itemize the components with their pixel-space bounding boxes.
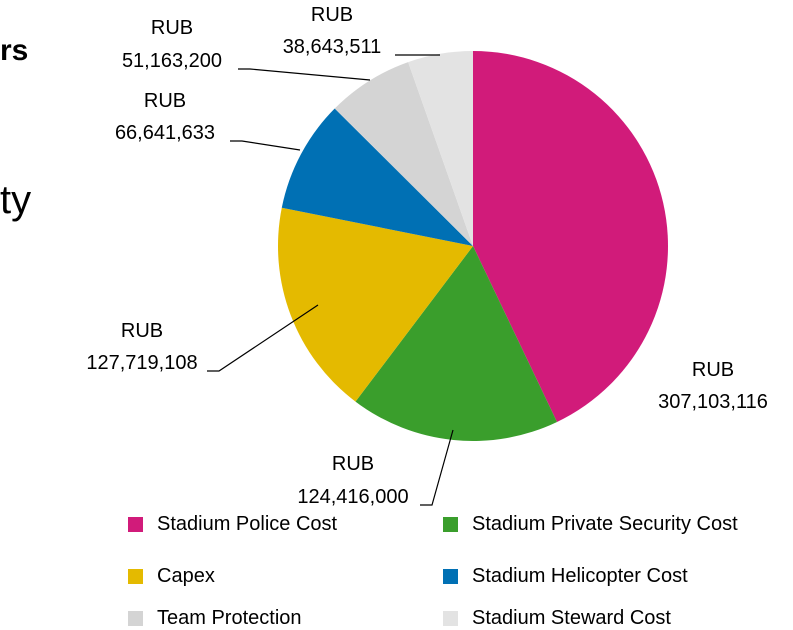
data-label-currency: RUB (151, 17, 193, 39)
data-label-leader-line (230, 140, 301, 151)
pie-slice-team-protection (334, 62, 473, 246)
data-label-leader-line (207, 304, 319, 372)
data-label-currency: RUB (121, 320, 163, 342)
title-fragment: rs (0, 34, 29, 67)
data-label-currency: RUB (332, 453, 374, 475)
pie-slice-stadium-steward-cost (408, 51, 473, 246)
data-label-currency: RUB (692, 359, 734, 381)
data-label-leader-line (238, 68, 371, 81)
data-label-value: 124,416,000 (297, 486, 408, 508)
pie-slice-capex (277, 207, 473, 402)
data-label-value: 38,643,511 (283, 36, 382, 58)
data-label-value: 66,641,633 (115, 122, 215, 144)
data-label-value: 307,103,116 (658, 391, 768, 413)
data-label-value: 127,719,108 (86, 352, 197, 374)
pie-slice-stadium-helicopter-cost (281, 108, 473, 246)
pie-slice-stadium-private-security-cost (355, 246, 558, 442)
pie-slice-stadium-police-cost (473, 51, 668, 422)
data-label-value: 51,163,200 (122, 50, 222, 72)
data-label-leader-line (420, 429, 454, 506)
data-label-currency: RUB (144, 90, 186, 112)
data-label-currency: RUB (311, 4, 353, 26)
body-text-fragment: ty (0, 178, 32, 222)
